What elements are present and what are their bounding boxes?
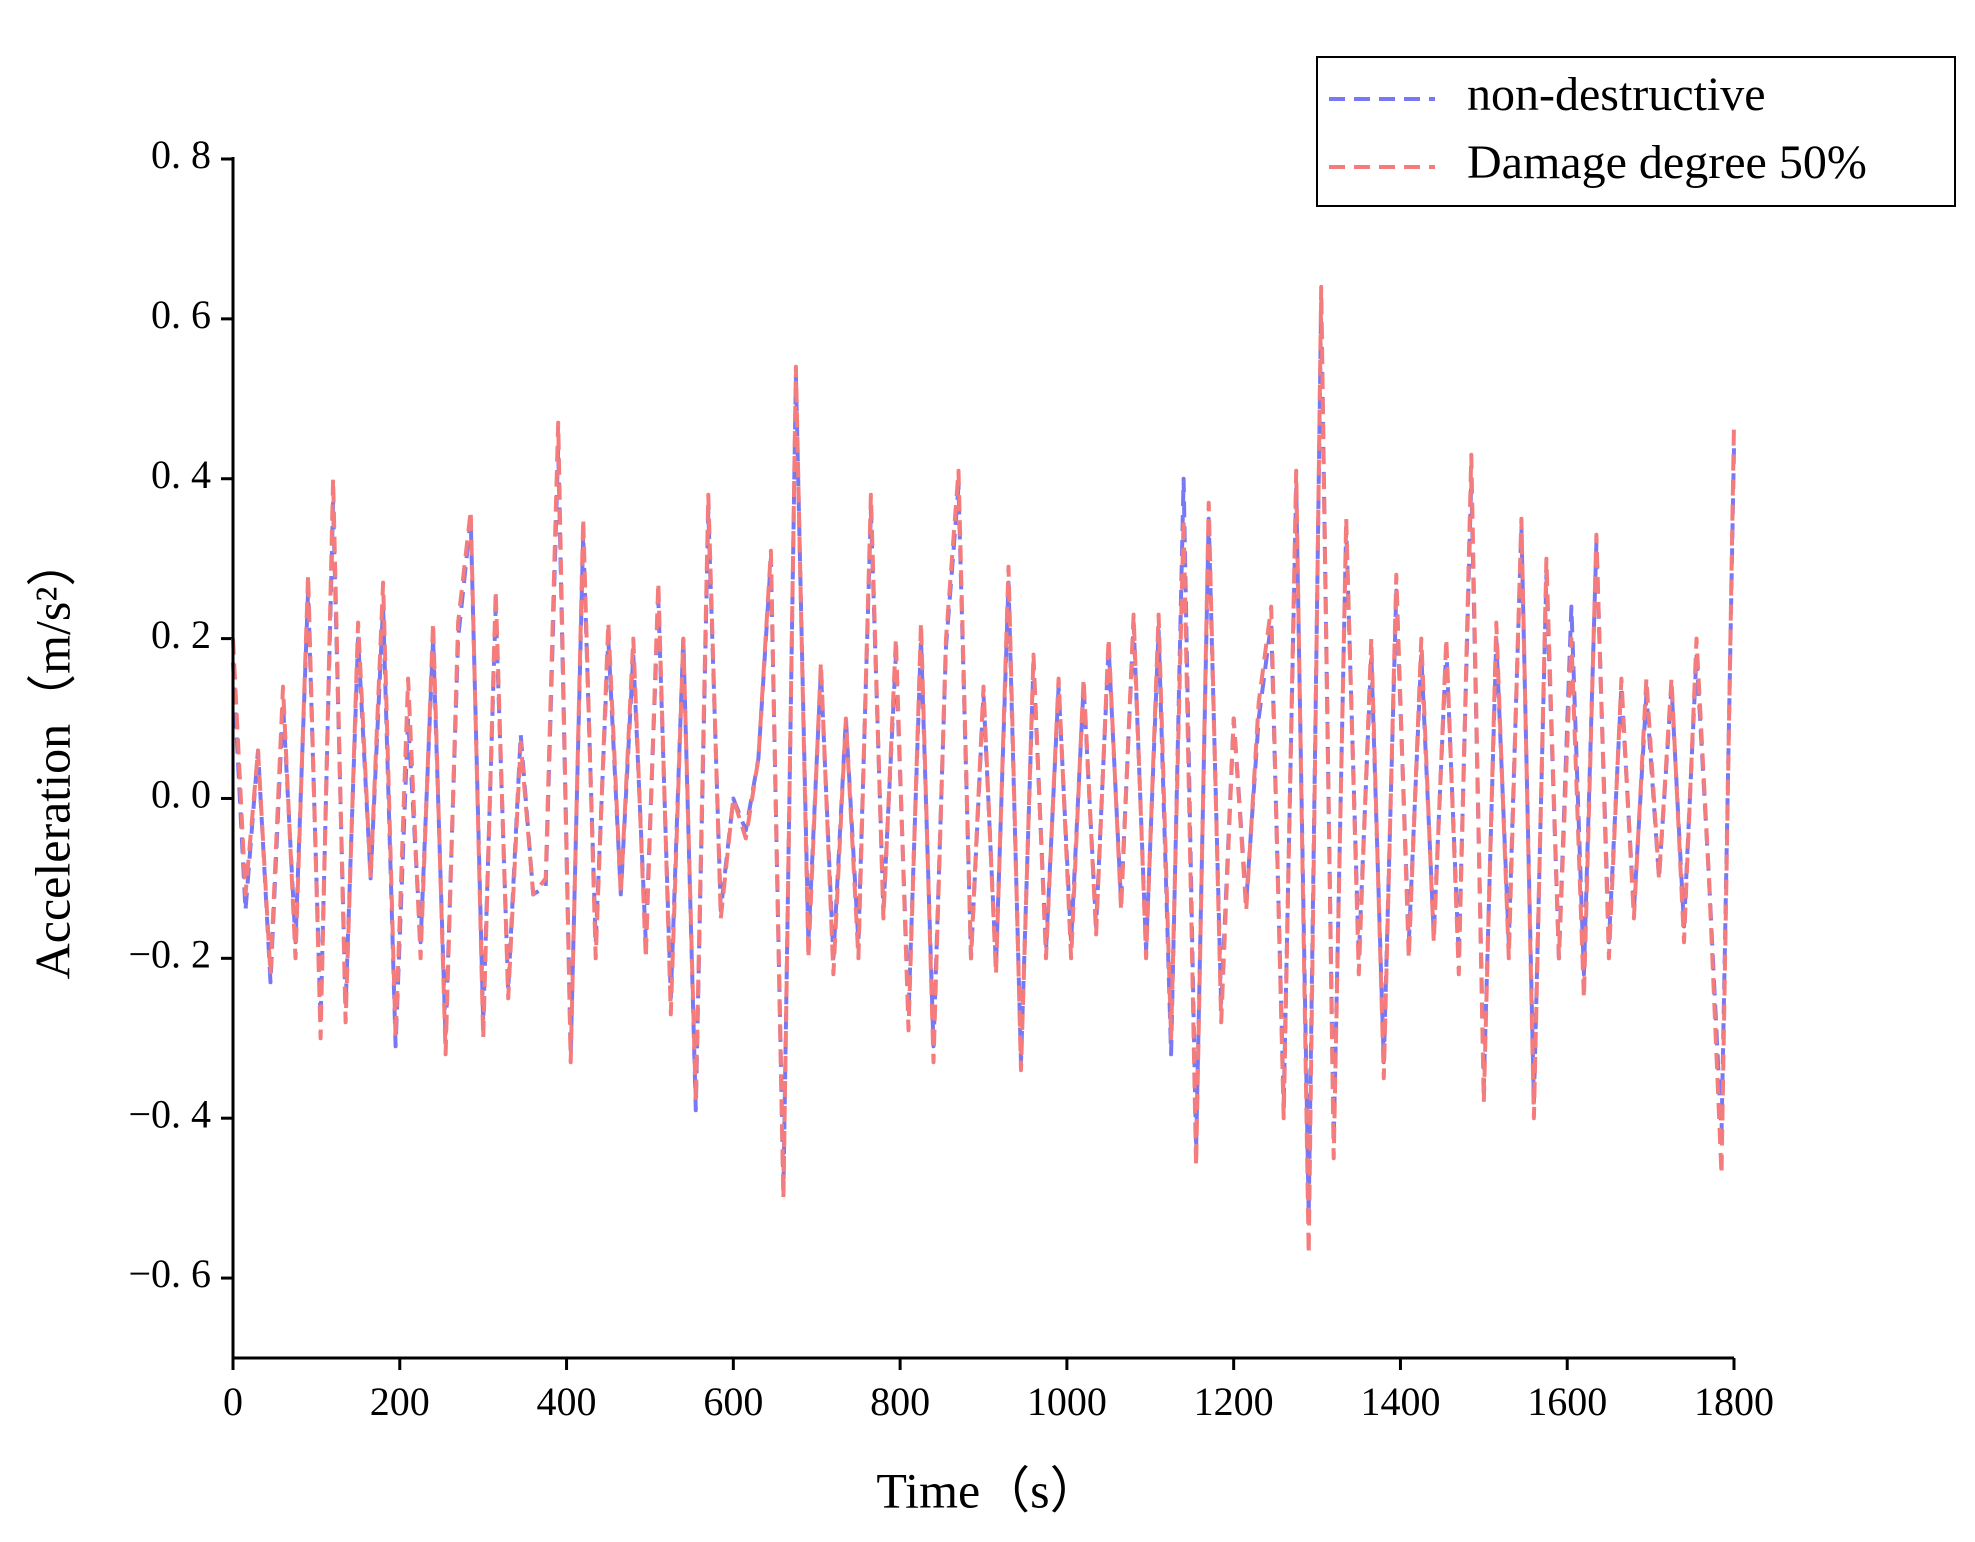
x-tick-label: 1600	[1527, 1379, 1607, 1424]
x-tick-label: 1800	[1694, 1379, 1774, 1424]
x-tick-label: 0	[223, 1379, 243, 1424]
x-tick-label: 600	[703, 1379, 763, 1424]
x-tick-label: 400	[537, 1379, 597, 1424]
y-tick-label: 0. 6	[151, 292, 211, 337]
y-tick-label: 0. 8	[151, 132, 211, 177]
y-tick-label: 0. 0	[151, 772, 211, 817]
y-tick-label: 0. 4	[151, 452, 211, 497]
x-tick-label: 800	[870, 1379, 930, 1424]
legend-label: Damage degree 50%	[1467, 136, 1867, 189]
legend-box	[1316, 56, 1956, 207]
y-tick-label: −0. 2	[128, 932, 211, 977]
y-tick-label: −0. 4	[128, 1091, 211, 1136]
y-axis-label: Acceleration（m/s²）	[24, 537, 80, 980]
x-tick-label: 1000	[1027, 1379, 1107, 1424]
y-tick-label: −0. 6	[128, 1251, 211, 1296]
y-tick-label: 0. 2	[151, 612, 211, 657]
x-axis-label: Time（s）	[876, 1462, 1099, 1518]
x-tick-label: 1400	[1360, 1379, 1440, 1424]
x-tick-label: 1200	[1194, 1379, 1274, 1424]
data-line	[231, 300, 1736, 1217]
x-tick-label: 200	[370, 1379, 430, 1424]
legend-label: non-destructive	[1467, 68, 1766, 121]
data-line	[231, 284, 1736, 1257]
